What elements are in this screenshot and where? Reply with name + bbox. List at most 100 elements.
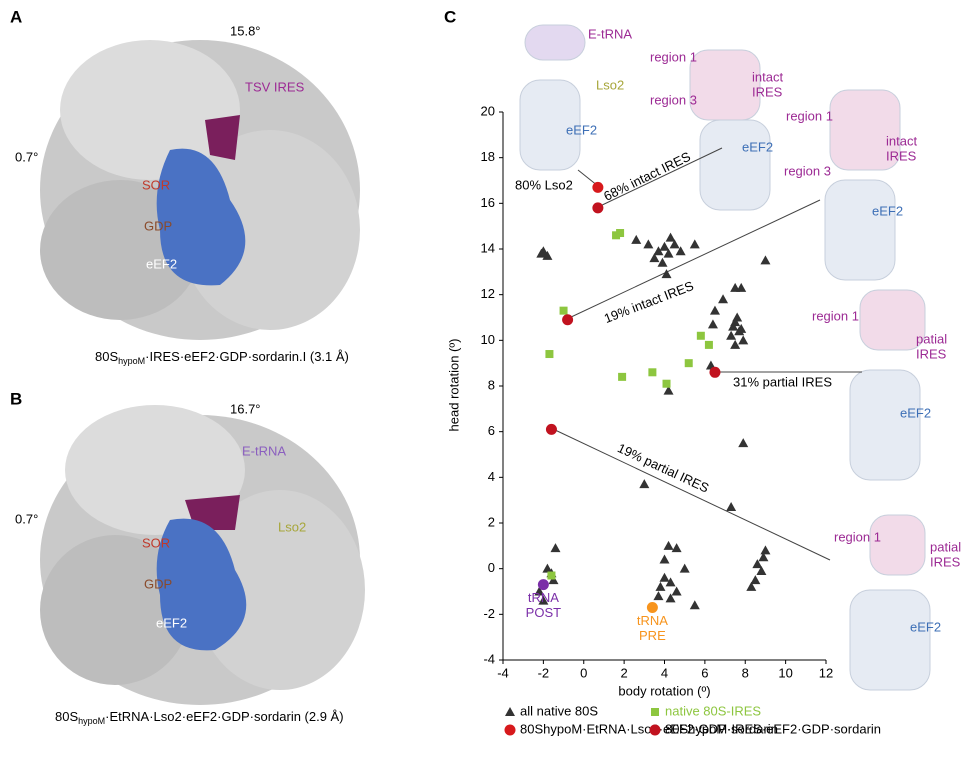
inset-label: E-tRNA — [588, 26, 632, 41]
inset-label: IRES — [886, 148, 917, 163]
data-point — [736, 282, 747, 292]
data-point — [659, 572, 670, 582]
data-point — [704, 340, 713, 349]
data-point — [657, 257, 668, 267]
annotation: 68% intact IRES — [601, 149, 693, 204]
x-tick-label: 2 — [621, 665, 628, 680]
data-point — [746, 581, 757, 591]
data-point — [750, 575, 761, 585]
data-point — [548, 575, 559, 585]
y-tick-label: 2 — [488, 514, 495, 529]
eef2-label: eEF2 — [146, 256, 177, 271]
data-point — [542, 563, 553, 573]
data-point — [728, 321, 739, 331]
data-point — [536, 248, 547, 258]
data-point — [726, 330, 737, 340]
leader-lines — [552, 147, 862, 561]
gdp-label: GDP — [144, 576, 172, 591]
x-tick-label: 8 — [742, 665, 749, 680]
ligand-label: E-tRNA — [242, 443, 286, 458]
rotation-label: 15.8° — [230, 23, 261, 38]
y-tick-label: 12 — [481, 286, 495, 301]
inset-label: eEF2 — [900, 405, 931, 420]
data-point — [684, 359, 693, 368]
density-map-a — [40, 40, 360, 340]
data-point — [689, 239, 700, 249]
inset-label: eEF2 — [872, 203, 903, 218]
data-point — [550, 543, 561, 553]
y-tick-label: 4 — [488, 469, 495, 484]
data-point — [643, 239, 654, 249]
data-point — [559, 306, 568, 315]
inset-labels: E-tRNA Lso2 eEF2 region 1 region 3 intac… — [566, 26, 961, 634]
inset-label: Lso2 — [596, 77, 624, 92]
data-point — [655, 581, 666, 591]
y-tick-label: 14 — [481, 240, 495, 255]
data-point — [538, 595, 549, 605]
data-point — [542, 250, 553, 260]
data-point — [562, 314, 574, 326]
inset-label: eEF2 — [742, 139, 773, 154]
data-point — [760, 545, 771, 555]
inset-label: eEF2 — [910, 619, 941, 634]
x-axis-label: body rotation (º) — [618, 683, 710, 698]
x-tick-label: 6 — [701, 665, 708, 680]
legend-marker — [504, 724, 516, 736]
data-point — [709, 305, 720, 315]
data-point — [709, 366, 721, 378]
data-point — [707, 319, 718, 329]
data-point — [675, 246, 686, 256]
panel-letter: C — [444, 7, 456, 26]
data-point — [671, 543, 682, 553]
inset-label: IRES — [930, 554, 961, 569]
data-point — [663, 385, 674, 395]
data-point — [752, 559, 763, 569]
data-point — [738, 438, 749, 448]
data-point — [758, 552, 769, 562]
caption: 80ShypoM·IRES·eEF2·GDP·sordarin.I (3.1 Å… — [95, 349, 349, 366]
legend-label: 80ShypoM·IRES·eEF2·GDP·sordarin — [665, 721, 881, 736]
annotation: 19% partial IRES — [615, 440, 711, 496]
data-point — [592, 202, 604, 214]
data-point — [663, 248, 674, 258]
inset-label: IRES — [752, 84, 783, 99]
annotations: 80% Lso2 68% intact IRES 19% intact IRES… — [515, 149, 832, 496]
inset-label: eEF2 — [566, 122, 597, 137]
data-point — [545, 423, 557, 435]
x-tick-label: 0 — [580, 665, 587, 680]
y-tick-label: -2 — [483, 606, 495, 621]
point-label: tRNA — [528, 590, 559, 605]
y-tick-label: -4 — [483, 651, 495, 666]
data-point — [732, 312, 743, 322]
y-tick-label: 0 — [488, 560, 495, 575]
data-point — [760, 255, 771, 265]
data-point — [726, 502, 737, 512]
inset-label: region 1 — [812, 308, 859, 323]
data-point — [653, 246, 664, 256]
sor-label: SOR — [142, 177, 170, 192]
rotation-label: 0.7° — [15, 149, 38, 164]
x-tick-label: -4 — [497, 665, 509, 680]
y-tick-label: 8 — [488, 377, 495, 392]
data-point — [662, 379, 671, 388]
inset-label: patial — [916, 331, 947, 346]
data-point — [689, 600, 700, 610]
inset-label: region 3 — [650, 92, 697, 107]
data-point — [718, 294, 729, 304]
y-tick-label: 10 — [481, 332, 495, 347]
legend-label: 80ShypoM·EtRNA·Lso2·eEF2·GDP·sordarin — [520, 721, 778, 736]
data-point — [534, 586, 545, 596]
data-point — [639, 479, 650, 489]
data-point — [648, 368, 657, 377]
inset-label: intact — [886, 133, 917, 148]
y-tick-label: 20 — [481, 103, 495, 118]
point-label: tRNA — [637, 613, 668, 628]
sor-label: SOR — [142, 535, 170, 550]
x-tick-label: 12 — [819, 665, 833, 680]
x-tick-label: 10 — [778, 665, 792, 680]
density-map-b — [40, 405, 365, 705]
data-point — [679, 563, 690, 573]
data-point — [696, 331, 705, 340]
structure-insets — [519, 24, 931, 691]
data-point — [661, 269, 672, 279]
